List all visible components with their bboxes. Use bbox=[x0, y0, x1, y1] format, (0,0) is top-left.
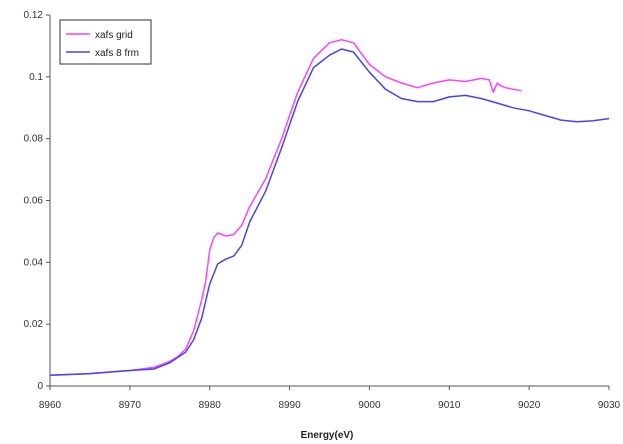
x-tick-label: 9000 bbox=[358, 400, 381, 411]
y-tick-label: 0.06 bbox=[24, 196, 44, 207]
x-tick-label: 8980 bbox=[199, 400, 222, 411]
x-tick-label: 8990 bbox=[278, 400, 301, 411]
x-tick-label: 9030 bbox=[598, 400, 621, 411]
x-axis-title: Energy(eV) bbox=[301, 430, 354, 441]
y-axis-ticks: 0 0.02 0.04 0.06 0.08 0.1 0.12 bbox=[24, 10, 50, 392]
series-layer bbox=[49, 38, 610, 376]
x-tick-label: 9010 bbox=[438, 400, 461, 411]
legend-box bbox=[59, 19, 152, 65]
x-axis-ticks: 8960 8970 8980 8990 9000 9010 9020 9030 bbox=[39, 386, 621, 411]
y-tick-label: 0 bbox=[37, 381, 43, 392]
legend-label-xafs-grid: xafs grid bbox=[95, 30, 133, 41]
legend-label-xafs-8-frm: xafs 8 frm bbox=[95, 48, 139, 59]
y-tick-label: 0.12 bbox=[24, 10, 44, 21]
x-tick-label: 8970 bbox=[119, 400, 142, 411]
x-tick-label: 9020 bbox=[518, 400, 541, 411]
legend: xafs grid xafs 8 frm bbox=[59, 19, 152, 65]
x-tick-label: 8960 bbox=[39, 400, 62, 411]
y-tick-label: 0.02 bbox=[24, 319, 44, 330]
y-tick-label: 0.1 bbox=[29, 72, 43, 83]
series-line-xafs-grid bbox=[49, 38, 522, 376]
plot-area: 0 0.02 0.04 0.06 0.08 0.1 0.12 8960 8970 8980 899… bbox=[24, 10, 621, 411]
y-tick-label: 0.08 bbox=[24, 134, 44, 145]
y-tick-label: 0.04 bbox=[24, 257, 44, 268]
series-line-xafs-8-frm bbox=[49, 48, 610, 376]
